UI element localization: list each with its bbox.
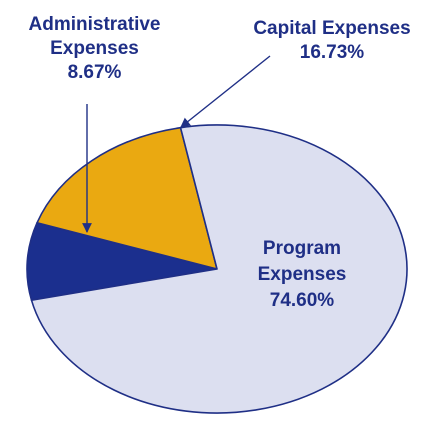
program-label-line-1: Program (262, 238, 342, 259)
program-expenses-label: Program Expenses 74.60% (232, 236, 372, 314)
administrative-slice (26, 222, 218, 301)
capital-label-line-1: Capital Expenses (253, 18, 411, 39)
pie-slices (26, 124, 408, 414)
capital-expenses-label: Capital Expenses 16.73% (232, 17, 432, 65)
program-value: 74.60% (269, 290, 335, 311)
administrative-label-line-2: Expenses (50, 38, 139, 59)
administrative-expenses-label: Administrative Expenses 8.67% (12, 13, 177, 85)
capital-value: 16.73% (299, 42, 365, 63)
capital-slice (36, 126, 218, 270)
capital-pointer-arrow (180, 55, 271, 128)
program-label-line-2: Expenses (257, 264, 347, 285)
administrative-value: 8.67% (67, 62, 122, 83)
program-slice (30, 124, 408, 414)
administrative-label-line-1: Administrative (28, 14, 161, 35)
